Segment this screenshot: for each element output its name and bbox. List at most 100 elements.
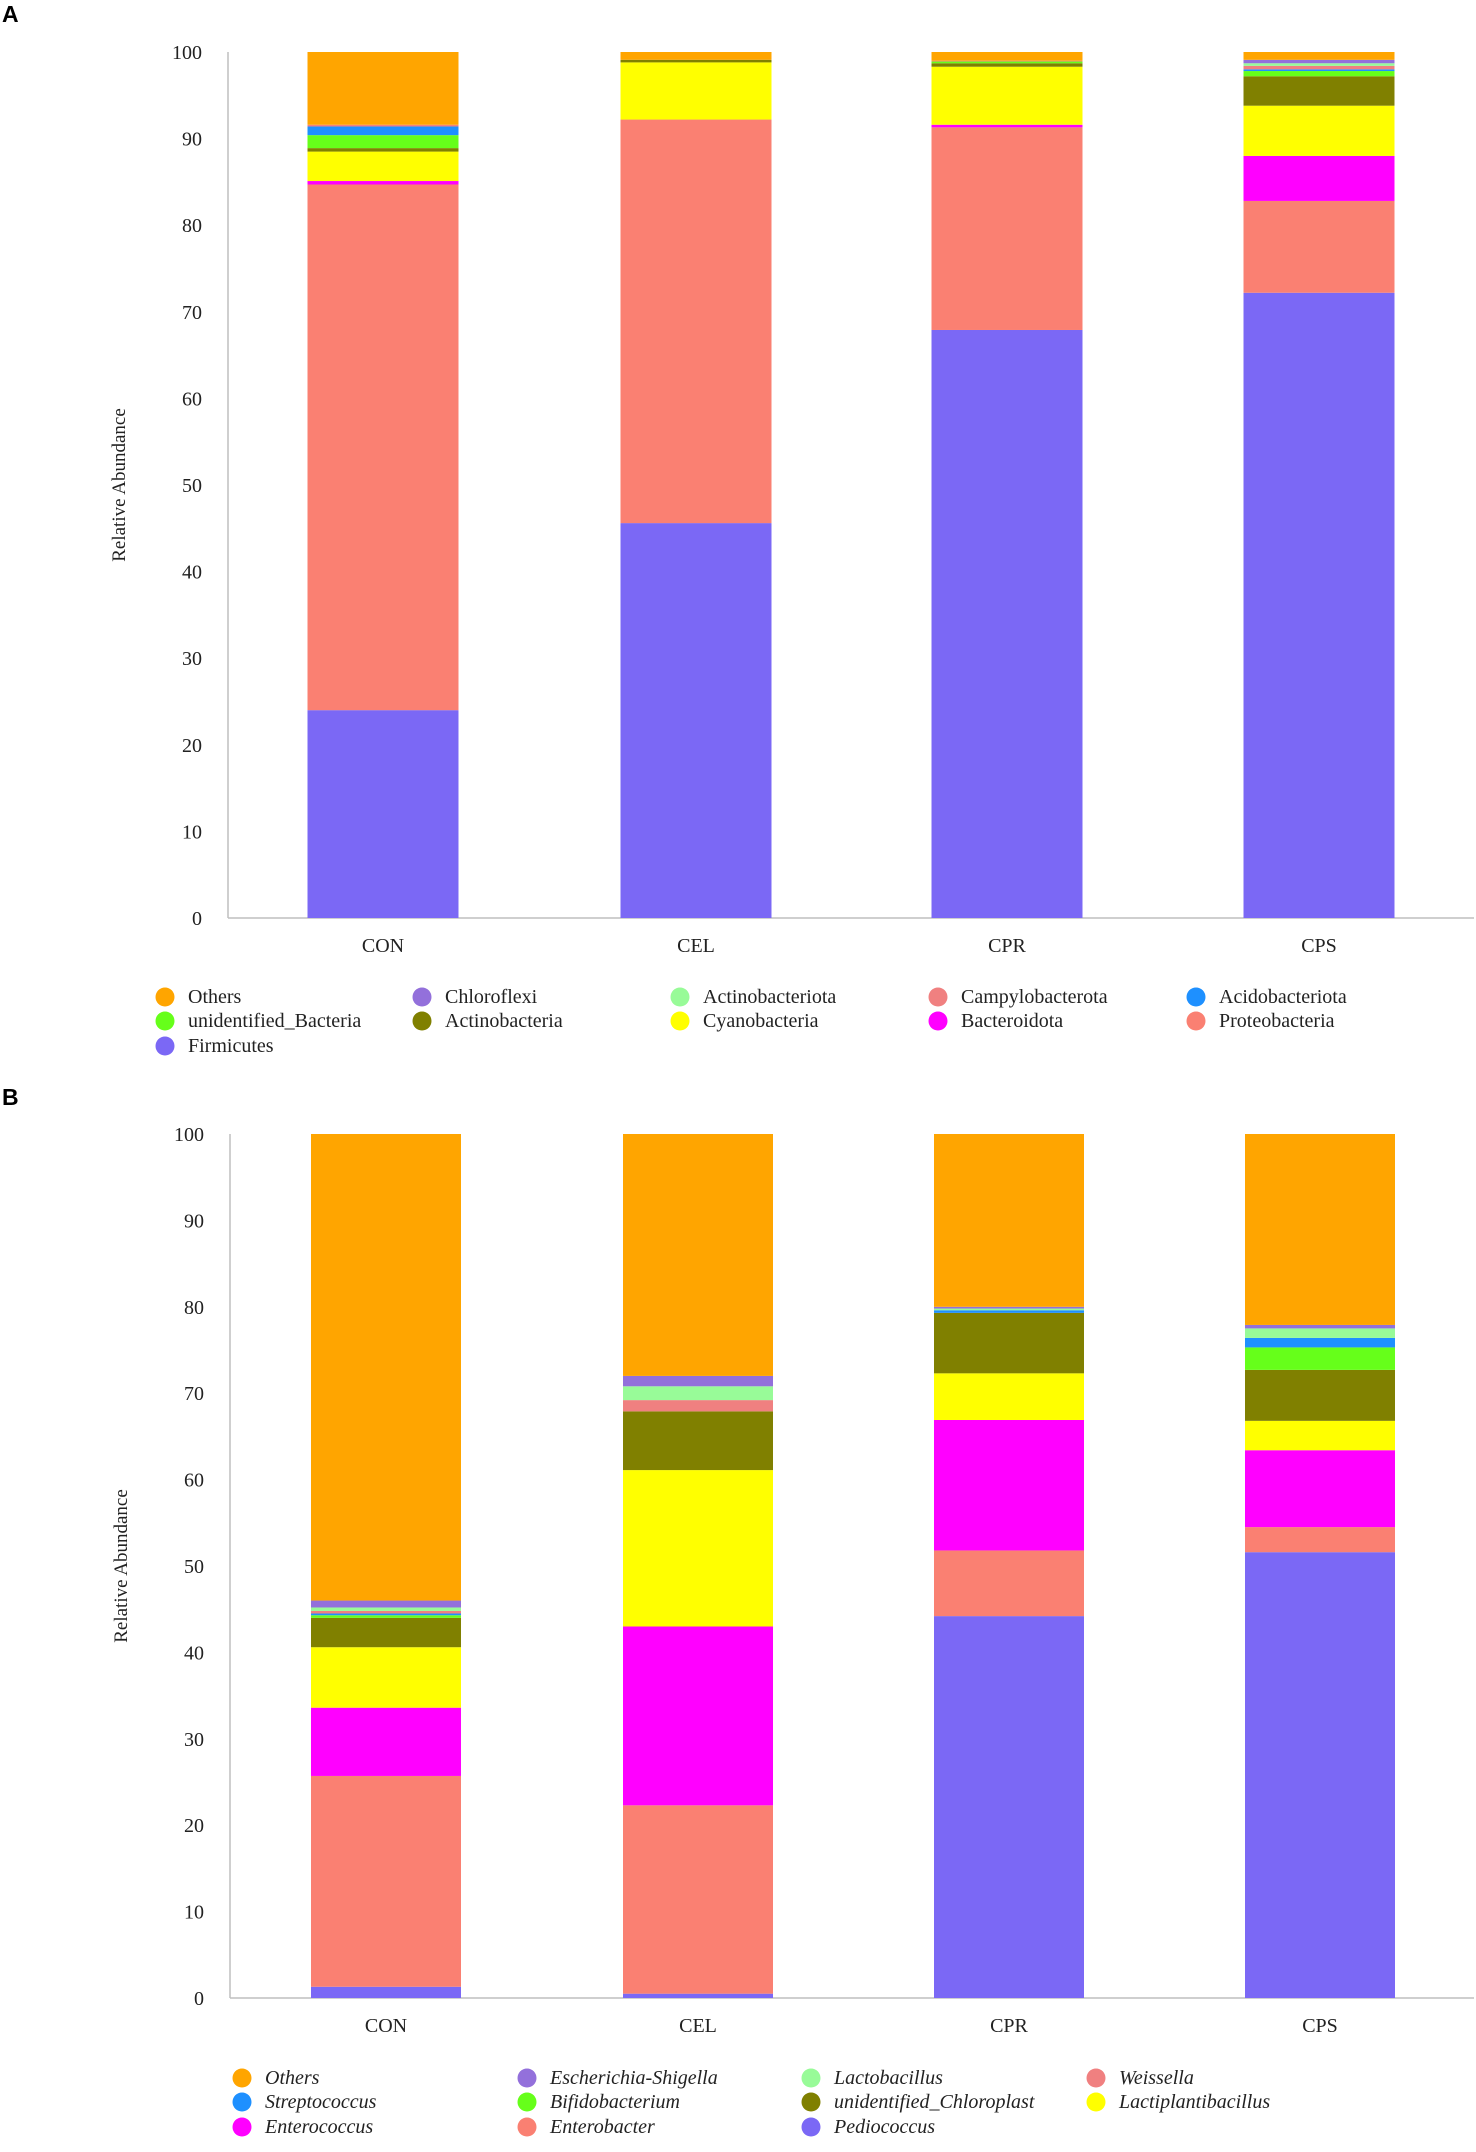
bar-segment (931, 124, 1083, 128)
bar-segment (931, 60, 1083, 62)
y-tick-label: 80 (184, 1297, 204, 1319)
y-tick-label: 40 (182, 562, 202, 584)
legend-marker (1086, 2092, 1106, 2112)
bar-segment (934, 1134, 1084, 1307)
bar-segment (934, 1419, 1084, 1551)
bar-segment (311, 1647, 461, 1708)
bar-segment (311, 1707, 461, 1776)
bar-segment (1243, 155, 1395, 201)
legend-marker (517, 2117, 537, 2137)
bar-segment (311, 1613, 461, 1616)
y-tick-label: 80 (182, 215, 202, 237)
bar-segment (307, 52, 459, 125)
y-tick-label: 0 (192, 908, 202, 930)
bar-segment (307, 181, 459, 185)
legend-marker (232, 2117, 252, 2137)
bar-segment (1245, 1134, 1395, 1325)
bar-segment (1243, 52, 1395, 60)
bar-segment (1243, 59, 1395, 64)
legend-marker (232, 2092, 252, 2112)
bar-segment (623, 1375, 773, 1387)
y-tick-label: 40 (184, 1642, 204, 1664)
bar-segment (1245, 1324, 1395, 1329)
bar-segment (1243, 63, 1395, 66)
legend-marker (412, 1011, 432, 1031)
bar-segment (623, 1386, 773, 1401)
bar-segment (620, 523, 772, 918)
bar-segment (931, 52, 1083, 61)
legend-label: Enterococcus (264, 2116, 373, 2138)
bar-segment (1243, 105, 1395, 156)
bar-segment (307, 135, 459, 149)
legend-marker (670, 987, 690, 1007)
bar-segment (311, 1607, 461, 1611)
legend-label: Escherichia-Shigella (549, 2067, 718, 2089)
bar-segment (623, 1805, 773, 1994)
y-tick-label: 90 (182, 129, 202, 151)
bar-segment (623, 1470, 773, 1627)
bar-segment (931, 66, 1083, 125)
x-category-label: CON (365, 2015, 407, 2037)
bar-segment (311, 1617, 461, 1648)
bar-segment (931, 63, 1083, 67)
y-tick-label: 20 (184, 1815, 204, 1837)
bar-segment (311, 1610, 461, 1614)
y-axis-title: Relative Abundance (111, 1489, 132, 1643)
legend-marker (155, 1036, 175, 1056)
bar-segment (934, 1616, 1084, 1998)
bar-segment (307, 710, 459, 918)
x-category-label: CPR (990, 2015, 1028, 2037)
legend-marker (232, 2068, 252, 2088)
chart-panel-b: B 0 10 20 30 40 50 60 70 80 90 100 Relative Abundanc… (2, 1084, 1474, 2138)
x-category-label: CEL (679, 2015, 717, 2037)
bar-segment (931, 329, 1083, 919)
legend-marker (801, 2092, 821, 2112)
bar-segment (623, 1993, 773, 1998)
legend-marker (517, 2092, 537, 2112)
bar-segment (307, 124, 459, 127)
bar-segment (311, 1615, 461, 1618)
bar-segment (620, 52, 772, 60)
bar-segment (931, 127, 1083, 330)
bar-segment (307, 151, 459, 182)
x-category-label: CON (362, 935, 404, 957)
bar-segment (1243, 69, 1395, 72)
bar-segment (311, 1775, 461, 1987)
bar-segment (1245, 1337, 1395, 1348)
legend-label: Bacteroidota (961, 1010, 1063, 1032)
bar-segment (620, 59, 772, 63)
bar-segment (307, 126, 459, 136)
legend-marker (928, 1011, 948, 1031)
x-category-label: CPS (1302, 2015, 1338, 2037)
bar-segment (311, 1986, 461, 1998)
bar-segment (311, 1600, 461, 1608)
bar-segment (1243, 65, 1395, 70)
bar-segment (931, 61, 1083, 64)
bar-segment (623, 1626, 773, 1806)
bar-segment (311, 1134, 461, 1601)
bar-segment (1243, 71, 1395, 77)
y-tick-label: 10 (182, 821, 202, 843)
bar-segment (934, 1306, 1084, 1309)
panel-letter: A (2, 1, 19, 27)
legend-label: Enterobacter (549, 2116, 655, 2138)
legend-label: Lactobacillus (833, 2067, 943, 2089)
bar-segment (934, 1312, 1084, 1374)
legend-label: Firmicutes (188, 1035, 274, 1057)
legend-marker (670, 1011, 690, 1031)
chart-panel-a: A 0 10 20 30 40 50 60 70 80 90 100 Relative Abundanc… (2, 1, 1474, 1057)
bar-segment (934, 1550, 1084, 1617)
legend-label: Pediococcus (833, 2116, 935, 2138)
legend-marker (1086, 2068, 1106, 2088)
y-tick-label: 90 (184, 1210, 204, 1232)
bar-segment (1243, 200, 1395, 293)
bar-segment (620, 62, 772, 120)
y-tick-label: 100 (174, 1124, 204, 1146)
bar-segment (1245, 1552, 1395, 1998)
legend-marker (801, 2117, 821, 2137)
x-category-label: CPS (1301, 935, 1337, 957)
bar-segment (623, 1134, 773, 1376)
legend-label: Actinobacteriota (703, 986, 836, 1008)
legend-label: Weissella (1119, 2067, 1194, 2089)
bar-segment (307, 184, 459, 711)
